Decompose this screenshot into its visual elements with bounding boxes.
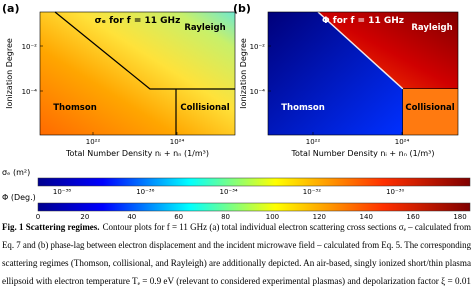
panel-title: Φ for f = 11 GHz	[322, 16, 404, 26]
panel-a-heatmap	[40, 11, 235, 135]
x-axis-label: Total Number Density nᵢ + nₙ (1/m³)	[65, 149, 209, 158]
region-label: Thomson	[281, 103, 325, 113]
y-tick-label: 10⁻⁴	[250, 88, 266, 96]
colorbar-phi	[37, 202, 471, 212]
region-label: Collisional	[180, 103, 229, 113]
colorbar-label: Φ (Deg.)	[2, 193, 36, 202]
y-tick-label: 10⁻²	[250, 43, 266, 51]
caption-line: ellipsoid with electron temperature Tₑ =…	[2, 276, 471, 286]
caption-lead: Fig. 1 Scattering regimes.	[2, 222, 100, 232]
panel-label: (a)	[2, 2, 19, 15]
caption-line: Contour plots for f = 11 GHz (a) total i…	[103, 222, 471, 232]
colorbar-tick-label: 80	[221, 213, 230, 221]
y-tick-label: 10⁻⁴	[22, 88, 38, 96]
y-axis-label: Ionization Degree	[5, 38, 14, 109]
colorbar-tick-label: 10⁻³⁴	[219, 188, 237, 196]
region-label: Collisional	[405, 103, 454, 113]
colorbar-tick-label: 60	[174, 213, 183, 221]
region-label: Rayleigh	[411, 23, 452, 33]
x-tick-label: 10²²	[306, 138, 321, 146]
colorbar-label: σₑ (m²)	[2, 168, 30, 177]
colorbar-sigma	[37, 177, 471, 187]
colorbar-tick-label: 40	[127, 213, 136, 221]
colorbar-tick-label: 10⁻³⁸	[53, 188, 71, 196]
region-label: Rayleigh	[184, 23, 225, 33]
x-tick-label: 10²²	[86, 138, 101, 146]
colorbar-tick-label: 10⁻³⁰	[386, 188, 404, 196]
panel-frame	[267, 11, 459, 136]
colorbar-tick-label: 180	[453, 213, 466, 221]
panel-frame	[39, 11, 236, 136]
region-label: Thomson	[53, 103, 97, 113]
colorbar-tick-label: 0	[36, 213, 40, 221]
x-tick-label: 10²⁴	[395, 138, 410, 146]
colorbar-tick-label: 20	[80, 213, 89, 221]
colorbar-tick-label: 140	[360, 213, 373, 221]
y-tick-label: 10⁻²	[22, 43, 38, 51]
panel-title: σₑ for f = 11 GHz	[95, 16, 181, 26]
x-axis-label: Total Number Density nᵢ + nₙ (1/m³)	[291, 149, 435, 158]
panel-label: (b)	[233, 2, 251, 15]
y-axis-label: Ionization Degree	[239, 38, 248, 109]
colorbar-tick-label: 160	[406, 213, 419, 221]
colorbar-tick-label: 100	[266, 213, 279, 221]
colorbar-tick-label: 10⁻³²	[303, 188, 321, 196]
x-tick-label: 10²⁴	[170, 138, 185, 146]
panel-b-heatmap	[268, 11, 458, 135]
caption-line: Eq. 7 and (b) phase-lag between electron…	[2, 240, 471, 250]
colorbar-tick-label: 120	[313, 213, 326, 221]
colorbar-tick-label: 10⁻³⁶	[136, 188, 154, 196]
caption-line: scattering regimes (Thomson, collisional…	[2, 258, 471, 268]
